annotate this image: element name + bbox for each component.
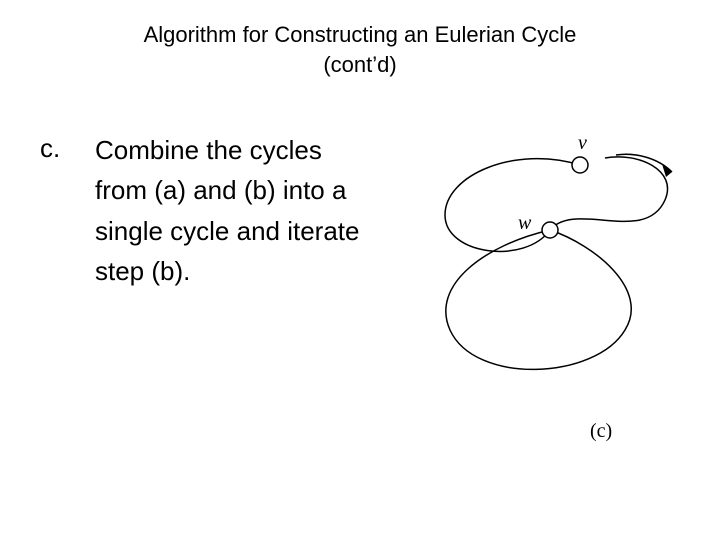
list-marker: c.	[40, 130, 60, 166]
node-v	[572, 157, 588, 173]
lower-loop	[446, 230, 631, 369]
list-body: Combine the cycles from (a) and (b) into…	[95, 130, 375, 291]
cycle-diagram	[420, 130, 700, 410]
upper-loop	[445, 157, 668, 252]
label-v: v	[578, 132, 587, 155]
figure-caption: (c)	[590, 420, 612, 443]
label-w: w	[518, 212, 531, 235]
node-w	[542, 222, 558, 238]
figure-c: v w (c)	[420, 130, 700, 430]
slide-title: Algorithm for Constructing an Eulerian C…	[0, 20, 720, 79]
title-line-2: (cont’d)	[0, 50, 720, 80]
title-line-1: Algorithm for Constructing an Eulerian C…	[0, 20, 720, 50]
